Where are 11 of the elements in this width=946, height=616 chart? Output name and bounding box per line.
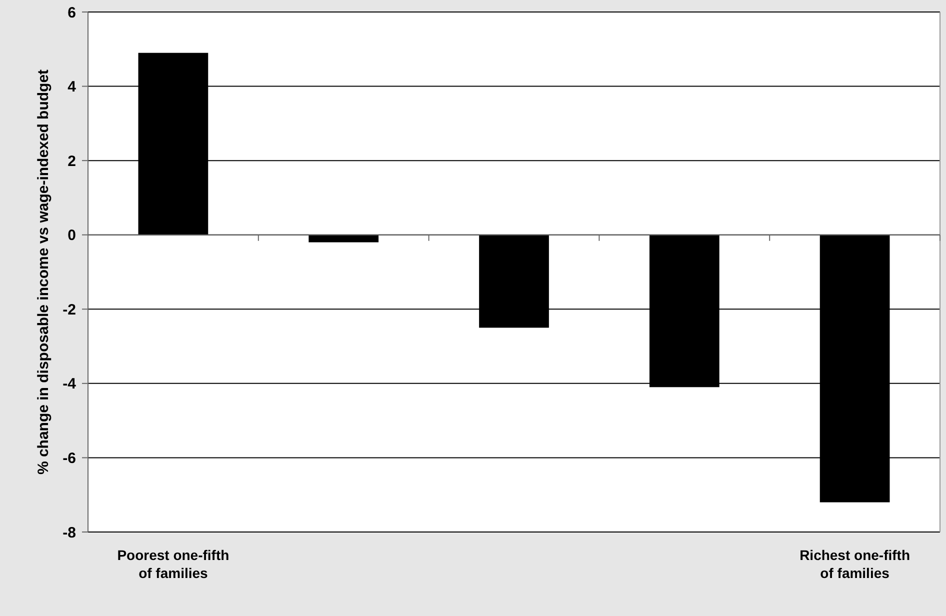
y-tick-label: -6 [62, 450, 76, 467]
x-tick-label: Richest one-fifth of families [800, 547, 910, 581]
y-tick-label: 2 [68, 152, 76, 170]
y-tick-label: 0 [68, 227, 76, 244]
y-tick-label: 4 [68, 78, 77, 96]
y-axis-title: % change in disposable income vs wage-indexed budget [35, 69, 52, 475]
y-tick-label: -4 [62, 376, 77, 393]
y-tick-label: -2 [62, 301, 76, 318]
y-tick-label: 6 [68, 4, 76, 22]
y-tick-label: -8 [62, 524, 76, 542]
x-tick-label: Poorest one-fifth of families [117, 547, 230, 581]
